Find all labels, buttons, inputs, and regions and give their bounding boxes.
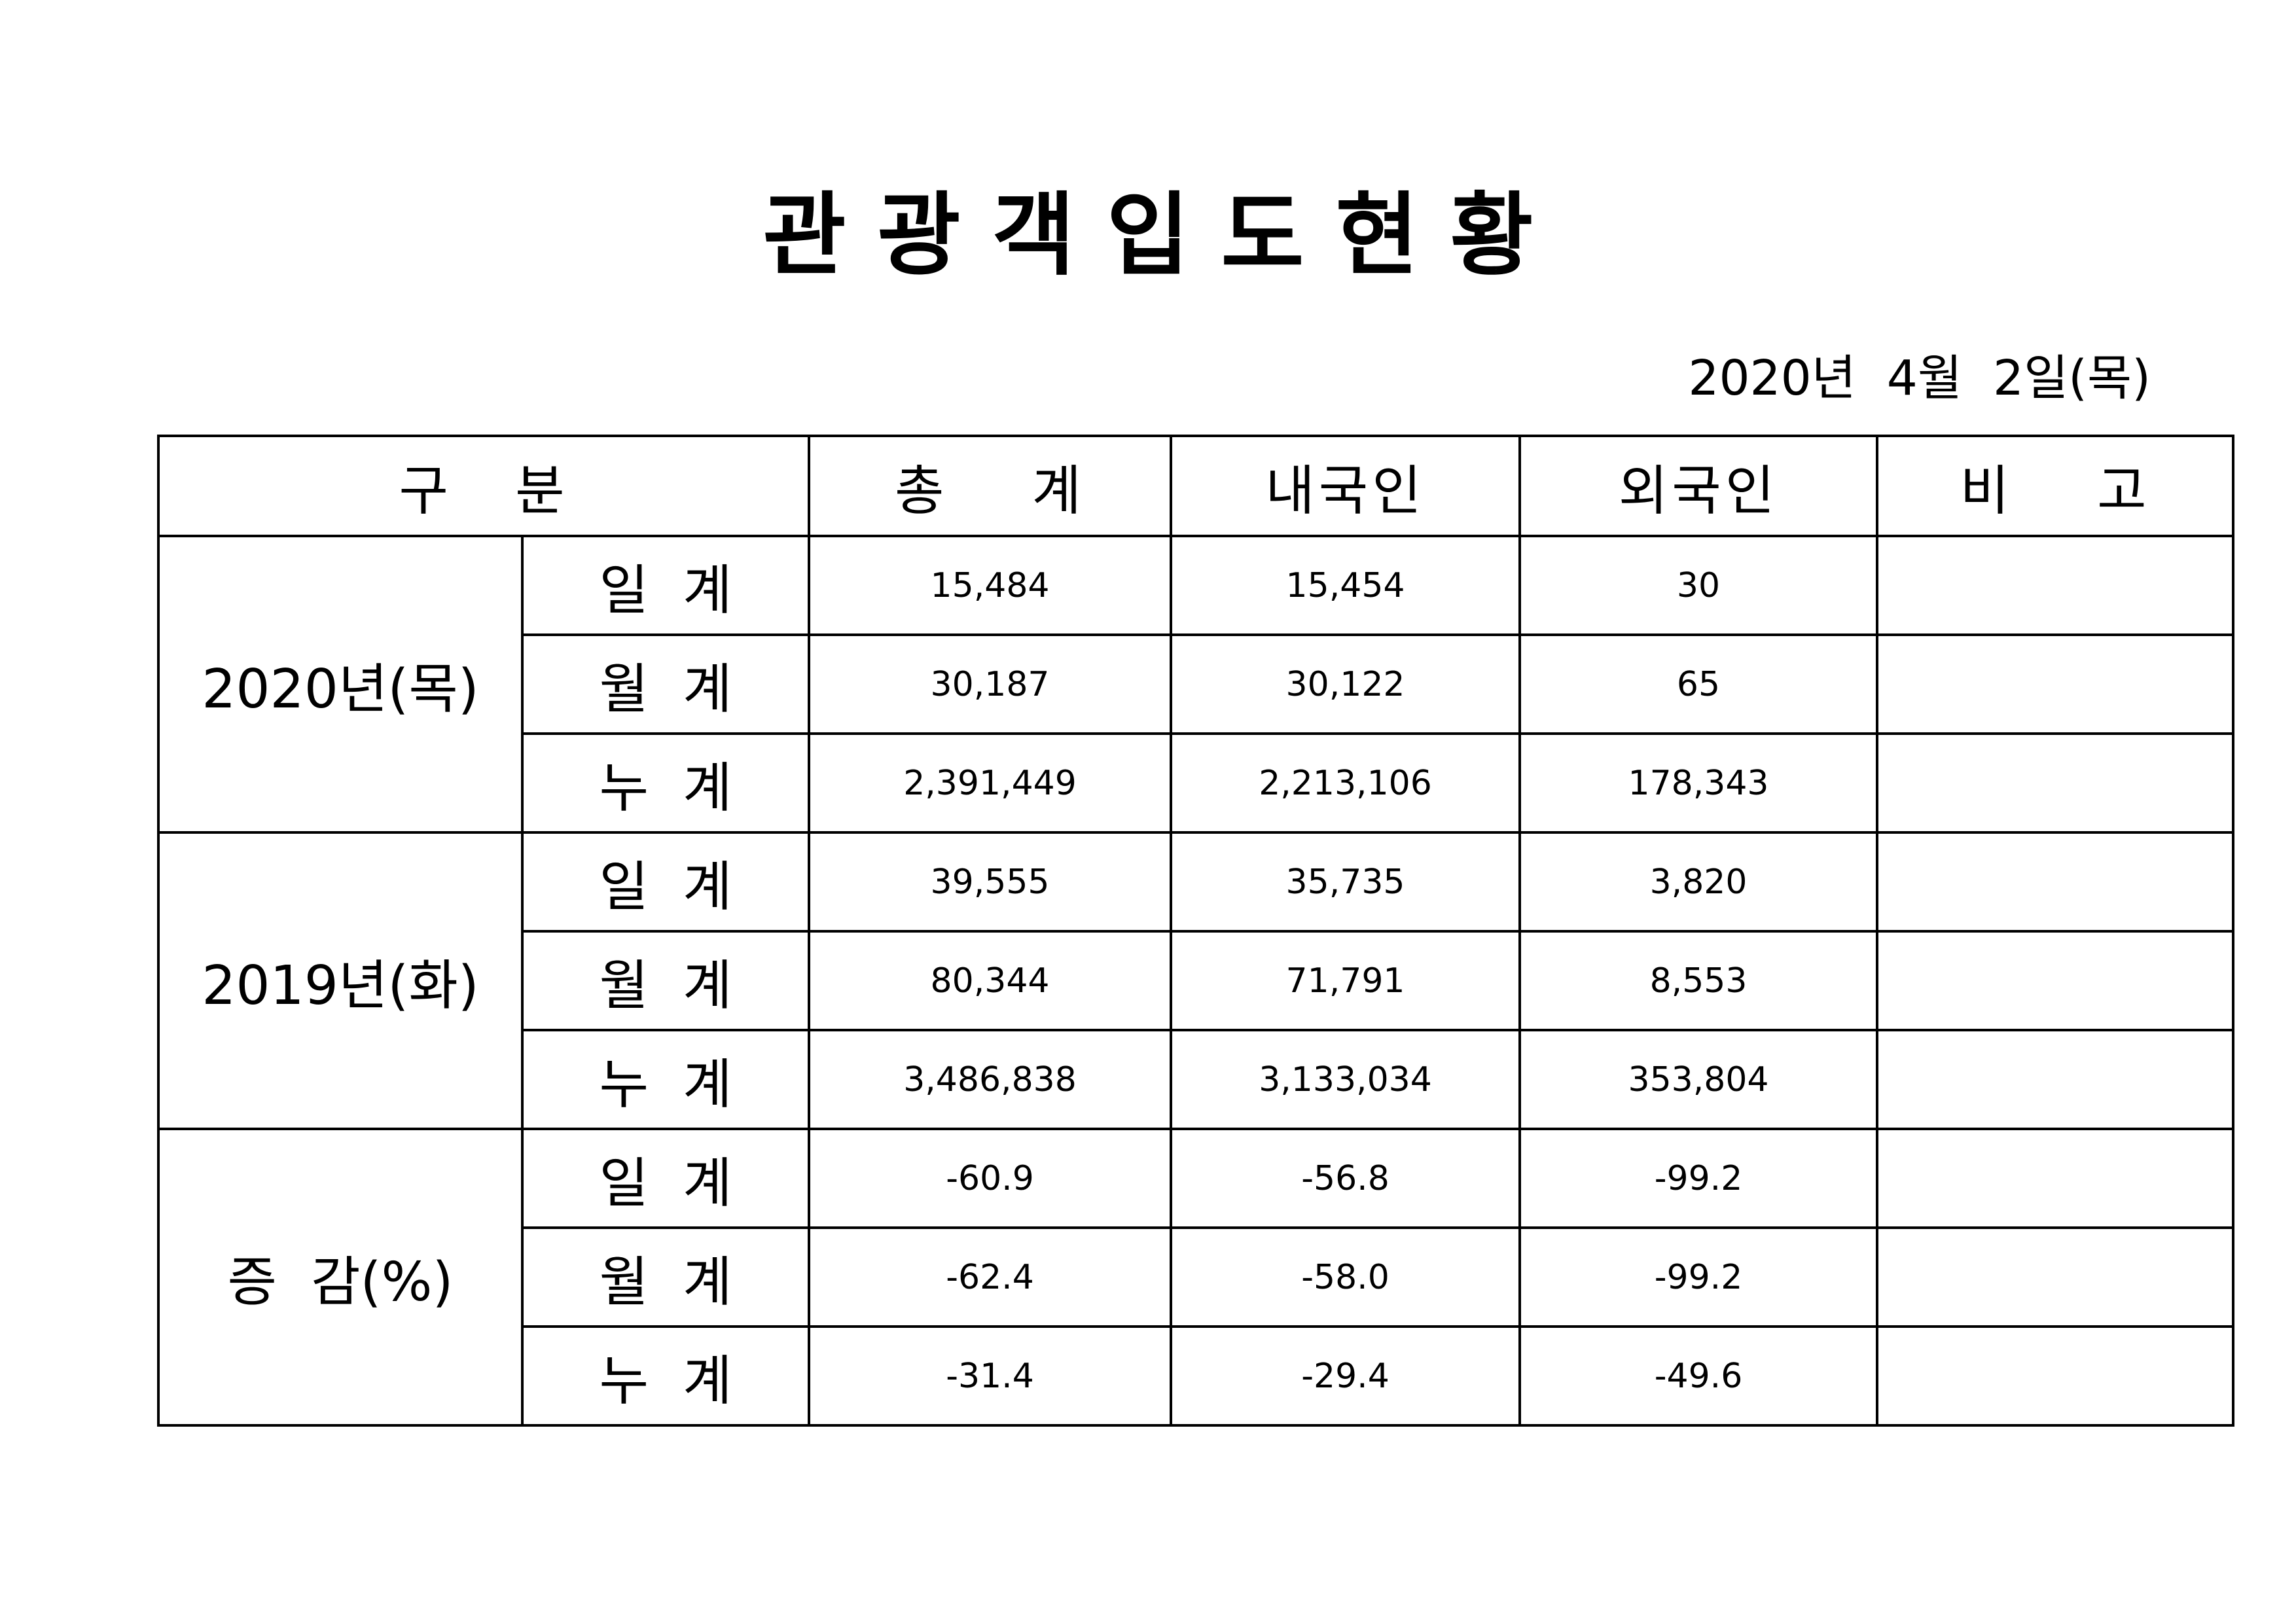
- title-char: 관: [762, 183, 846, 288]
- table-row: 2020년(목) 일 계 15,484 15,454 30: [157, 535, 2235, 834]
- table-row: 누 계 -31.4 -29.4 -49.6: [158, 1325, 2235, 1427]
- cell-domestic: 71,791: [1170, 930, 1522, 1031]
- row-label: 월 계: [520, 633, 811, 735]
- group-label-2019: 2019년(화): [157, 831, 524, 1130]
- cell-total: -31.4: [808, 1325, 1173, 1427]
- cell-remarks: [1876, 633, 2235, 735]
- title-char: 객: [992, 183, 1075, 288]
- title-char: 현: [1335, 183, 1419, 288]
- cell-domestic: 30,122: [1170, 633, 1522, 735]
- title-char: 황: [1450, 183, 1534, 288]
- cell-foreign: 178,343: [1518, 732, 1879, 834]
- row-label: 누 계: [520, 1325, 811, 1427]
- cell-domestic: -58.0: [1170, 1226, 1522, 1328]
- cell-domestic: 3,133,034: [1170, 1029, 1522, 1130]
- title-char: 입: [1106, 183, 1190, 288]
- group-label-change: 증 감(%): [157, 1128, 524, 1427]
- table-row: 증 감(%) 일 계 -60.9 -56.8 -99.2: [157, 1128, 2235, 1427]
- cell-foreign: 65: [1518, 633, 1879, 735]
- cell-remarks: [1876, 732, 2235, 834]
- table-row: 월 계 80,344 71,791 8,553: [158, 930, 2235, 1031]
- cell-foreign: -99.2: [1518, 1226, 1879, 1328]
- row-label: 일 계: [520, 831, 811, 933]
- cell-total: 2,391,449: [808, 732, 1173, 834]
- table-row: 월 계 30,187 30,122 65: [158, 633, 2235, 735]
- cell-foreign: 3,820: [1518, 831, 1879, 933]
- cell-foreign: -99.2: [1518, 1128, 1879, 1229]
- cell-foreign: 30: [1518, 535, 1879, 636]
- row-label: 누 계: [520, 732, 811, 834]
- header-domestic: 내국인: [1170, 435, 1522, 537]
- header-foreign: 외국인: [1518, 435, 1879, 537]
- cell-total: -62.4: [808, 1226, 1173, 1328]
- row-label: 월 계: [520, 1226, 811, 1328]
- tourist-arrivals-table: 구 분 총 계 내국인 외국인 비 고 2020년(목) 일 계 15,484 …: [156, 435, 2235, 1427]
- cell-domestic: -56.8: [1170, 1128, 1522, 1229]
- row-label: 누 계: [520, 1029, 811, 1130]
- cell-total: 30,187: [808, 633, 1173, 735]
- cell-foreign: 8,553: [1518, 930, 1879, 1031]
- cell-domestic: 2,213,106: [1170, 732, 1522, 834]
- table-row: 누 계 2,391,449 2,213,106 178,343: [158, 732, 2235, 834]
- cell-remarks: [1876, 1029, 2235, 1130]
- cell-total: -60.9: [808, 1128, 1173, 1229]
- table-row: 2019년(화) 일 계 39,555 35,735 3,820: [157, 831, 2235, 1130]
- title-char: 도: [1221, 183, 1304, 288]
- header-total: 총 계: [808, 435, 1173, 537]
- cell-domestic: 35,735: [1170, 831, 1522, 933]
- cell-total: 80,344: [808, 930, 1173, 1031]
- cell-remarks: [1876, 930, 2235, 1031]
- group-label-2020: 2020년(목): [157, 535, 524, 834]
- table-row: 누 계 3,486,838 3,133,034 353,804: [158, 1029, 2235, 1130]
- cell-remarks: [1876, 1226, 2235, 1328]
- report-date: 2020년 4월 2일(목): [1688, 350, 2151, 406]
- header-remarks: 비 고: [1876, 435, 2235, 537]
- cell-domestic: -29.4: [1170, 1325, 1522, 1427]
- cell-domestic: 15,454: [1170, 535, 1522, 636]
- table-header-row: 구 분 총 계 내국인 외국인 비 고: [156, 435, 2235, 537]
- row-label: 일 계: [520, 535, 811, 636]
- title-char: 광: [877, 183, 961, 288]
- table-row: 월 계 -62.4 -58.0 -99.2: [158, 1226, 2235, 1328]
- cell-foreign: 353,804: [1518, 1029, 1879, 1130]
- cell-remarks: [1876, 1325, 2235, 1427]
- cell-total: 39,555: [808, 831, 1173, 933]
- cell-total: 3,486,838: [808, 1029, 1173, 1130]
- cell-remarks: [1876, 1128, 2235, 1229]
- header-category: 구 분: [156, 435, 811, 537]
- cell-foreign: -49.6: [1518, 1325, 1879, 1427]
- cell-remarks: [1876, 831, 2235, 933]
- cell-remarks: [1876, 535, 2235, 636]
- row-label: 일 계: [520, 1128, 811, 1229]
- row-label: 월 계: [520, 930, 811, 1031]
- cell-total: 15,484: [808, 535, 1173, 636]
